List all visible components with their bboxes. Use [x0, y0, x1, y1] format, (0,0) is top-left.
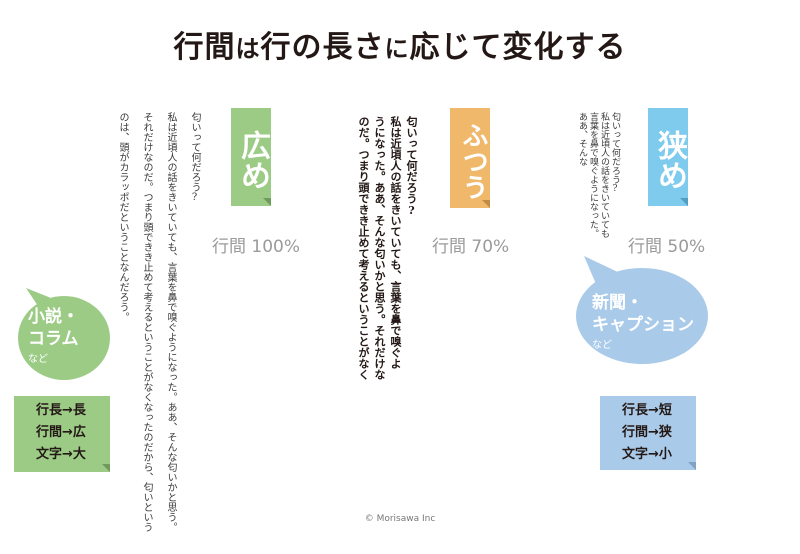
- title-part: 行間: [173, 30, 236, 65]
- note-line: 行間→広: [36, 425, 86, 440]
- bubble-text: コラム: [28, 329, 79, 349]
- normal-ribbon: ふつう: [450, 108, 490, 208]
- text-line: 私は近頃人の話をきいていても: [599, 112, 609, 238]
- text-line: のだ。つまり頭できき止めて考えるということがなく: [357, 116, 370, 380]
- bubble-text: 新聞・: [592, 293, 643, 313]
- text-line: それだけなのだ。つまり頭できき止めて考えるということがなくなったのだから、匂いと…: [141, 112, 152, 532]
- right-note: 行長→短 行間→狭 文字→小: [600, 396, 696, 470]
- note-line: 文字→大: [36, 447, 86, 462]
- title-part: 行の長さ: [260, 30, 385, 65]
- normal-column-text: 匂いって何だろう? 私は近頃人の話をきいていても、言葉を鼻で嗅ぐよ うになった。…: [355, 116, 419, 380]
- text-line: 匂いって何だろう?: [405, 116, 418, 217]
- note-line: 行間→狭: [622, 425, 672, 440]
- note-line: 文字→小: [622, 447, 672, 462]
- text-line: 私は近頃人の話をきいていても、言葉を鼻で嗅ぐよ: [389, 116, 402, 369]
- bubble-small-text: など: [592, 340, 612, 351]
- ribbon-fold: [680, 198, 688, 206]
- left-bubble-shape: [18, 288, 110, 380]
- copyright: © Morisawa Inc: [364, 514, 436, 524]
- note-line: 行長→短: [622, 403, 672, 418]
- text-line: うになった。ああ、そんな匂いかと思う。それだけな: [373, 116, 386, 380]
- text-line: 匂いって何だろう?: [189, 112, 200, 203]
- narrow-column-text: 匂いって何だろう? 私は近頃人の話をきいていても 言葉を鼻で嗅ぐようになった。 …: [576, 112, 620, 238]
- title-part: に: [384, 35, 410, 63]
- right-bubble-shape: [576, 256, 708, 364]
- text-line: ああ、そんな: [577, 112, 587, 166]
- narrow-label: 狭め: [652, 130, 687, 190]
- wide-percent: 行間 100%: [212, 237, 301, 257]
- bubble-text: 小説・: [28, 307, 79, 327]
- text-line: 私は近頃人の話をきいていても、言葉を鼻で嗅ぐようになった。ああ、そんな匂いかと思…: [165, 112, 176, 532]
- note-fold: [102, 464, 110, 472]
- text-line: のは、頭がカラッポだということなんだろう。: [117, 112, 128, 322]
- wide-label: 広め: [235, 130, 270, 190]
- right-bubble: 新聞・ キャプション など: [592, 292, 712, 351]
- text-line: 匂いって何だろう?: [610, 112, 620, 194]
- wide-column-text: 匂いって何だろう? 私は近頃人の話をきいていても、言葉を鼻で嗅ぐようになった。あ…: [110, 112, 206, 542]
- note-fold: [688, 462, 696, 470]
- left-note: 行長→長 行間→広 文字→大: [14, 396, 110, 472]
- title-part: は: [235, 35, 261, 63]
- title-part: 応じて変化する: [409, 30, 627, 65]
- note-line: 行長→長: [36, 403, 86, 418]
- normal-percent: 行間 70%: [432, 237, 510, 257]
- page-title: 行間は行の長さに応じて変化する: [0, 22, 800, 66]
- narrow-percent: 行間 50%: [628, 237, 706, 257]
- text-line: 言葉を鼻で嗅ぐようになった。: [588, 112, 598, 238]
- bubble-text: キャプション: [592, 315, 694, 335]
- narrow-ribbon: 狭め: [648, 108, 688, 206]
- left-bubble: 小説・ コラム など: [28, 306, 108, 365]
- bubble-small-text: など: [28, 354, 48, 365]
- ribbon-fold: [482, 200, 490, 208]
- wide-ribbon: 広め: [231, 108, 271, 206]
- normal-label: ふつう: [458, 122, 488, 200]
- ribbon-fold: [263, 198, 271, 206]
